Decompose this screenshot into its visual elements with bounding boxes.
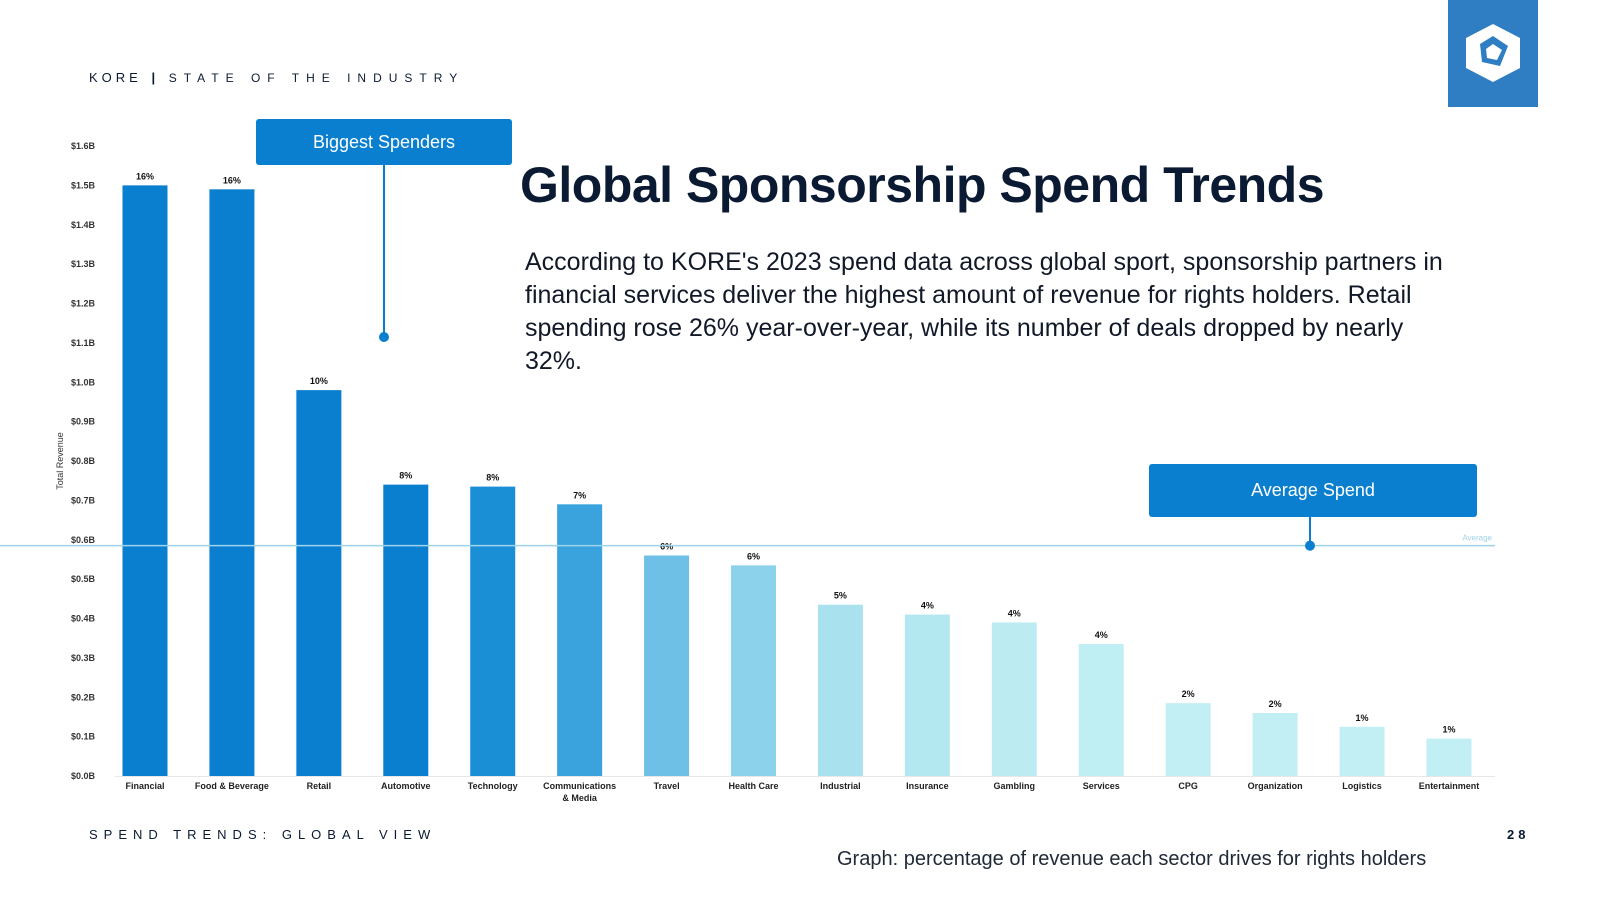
data-label: 4%: [1008, 608, 1021, 618]
bar: [1339, 726, 1385, 776]
y-tick-label: $1.6B: [71, 141, 96, 151]
chart-caption: Graph: percentage of revenue each sector…: [837, 848, 1427, 870]
bar: [731, 565, 777, 776]
y-tick-label: $1.2B: [71, 299, 96, 309]
x-tick-label: Services: [1083, 781, 1120, 791]
bar: [991, 622, 1037, 776]
data-label: 10%: [310, 376, 328, 386]
bar: [1426, 738, 1472, 776]
page-number: 28: [1507, 827, 1530, 842]
x-tick-label: Gambling: [994, 781, 1036, 791]
bar: [1252, 713, 1298, 776]
x-tick-label: Organization: [1248, 781, 1303, 791]
bar: [122, 185, 168, 776]
x-tick-label: Industrial: [820, 781, 861, 791]
bar: [817, 604, 863, 776]
section-footer: SPEND TRENDS: GLOBAL VIEW: [89, 827, 437, 842]
x-tick-label: Logistics: [1342, 781, 1382, 791]
data-label: 16%: [223, 175, 241, 185]
bar: [1078, 644, 1124, 776]
y-tick-label: $0.0B: [71, 771, 96, 781]
x-tick-label: Communications: [543, 781, 616, 791]
data-label: 8%: [399, 471, 412, 481]
data-label: 1%: [1356, 713, 1369, 723]
bar: [557, 504, 603, 776]
biggest-spenders-dot: [379, 332, 389, 342]
x-tick-label: Insurance: [906, 781, 949, 791]
x-tick-label: Automotive: [381, 781, 431, 791]
data-label: 7%: [573, 490, 586, 500]
data-label: 4%: [1095, 630, 1108, 640]
brand-header: KORE | STATE OF THE INDUSTRY: [89, 70, 464, 85]
data-label: 16%: [136, 171, 154, 181]
y-tick-label: $0.9B: [71, 417, 96, 427]
x-tick-label: & Media: [562, 793, 598, 803]
data-label: 5%: [834, 591, 847, 601]
y-tick-label: $0.4B: [71, 614, 96, 624]
bar: [1165, 703, 1211, 776]
brand-separator: |: [151, 70, 156, 85]
y-tick-label: $1.3B: [71, 259, 96, 269]
x-tick-label: Financial: [125, 781, 164, 791]
average-spend-dot: [1305, 540, 1315, 551]
y-tick-label: $1.0B: [71, 377, 96, 387]
data-label: 2%: [1182, 689, 1195, 699]
data-label: 4%: [921, 601, 934, 611]
bar: [383, 484, 429, 776]
bar: [470, 486, 516, 776]
y-tick-label: $0.3B: [71, 653, 96, 663]
hexagon-logo-icon: [1448, 0, 1538, 107]
x-tick-label: Entertainment: [1419, 781, 1480, 791]
y-tick-label: $1.5B: [71, 180, 96, 190]
x-tick-label: Retail: [307, 781, 332, 791]
page-title: Global Sponsorship Spend Trends: [520, 157, 1325, 213]
data-label: 6%: [747, 551, 760, 561]
y-tick-label: $1.4B: [71, 220, 96, 230]
average-line-label: Average: [1462, 534, 1492, 543]
biggest-spenders-callout: Biggest Spenders: [256, 119, 512, 165]
x-tick-label: Health Care: [728, 781, 778, 791]
brand-subtitle: STATE OF THE INDUSTRY: [168, 71, 465, 85]
y-tick-label: $0.8B: [71, 456, 96, 466]
x-tick-label: Technology: [468, 781, 518, 791]
average-spend-callout: Average Spend: [1149, 464, 1477, 517]
y-tick-label: $0.7B: [71, 495, 96, 505]
y-tick-label: $0.1B: [71, 732, 96, 742]
x-tick-label: Food & Beverage: [195, 781, 269, 791]
y-axis-label: Total Revenue: [55, 432, 65, 490]
y-tick-label: $1.1B: [71, 338, 96, 348]
data-label: 2%: [1269, 699, 1282, 709]
y-tick-label: $0.5B: [71, 574, 96, 584]
data-label: 1%: [1442, 725, 1455, 735]
page-description: According to KORE's 2023 spend data acro…: [525, 248, 1443, 375]
y-tick-label: $0.6B: [71, 535, 96, 545]
y-tick-label: $0.2B: [71, 692, 96, 702]
bar: [296, 390, 342, 776]
bar: [644, 555, 690, 776]
data-label: 8%: [486, 473, 499, 483]
data-label: 6%: [660, 542, 673, 552]
x-tick-label: Travel: [654, 781, 680, 791]
bar: [904, 614, 950, 776]
brand-name: KORE: [89, 70, 142, 85]
x-tick-label: CPG: [1178, 781, 1198, 791]
bar: [209, 189, 255, 776]
